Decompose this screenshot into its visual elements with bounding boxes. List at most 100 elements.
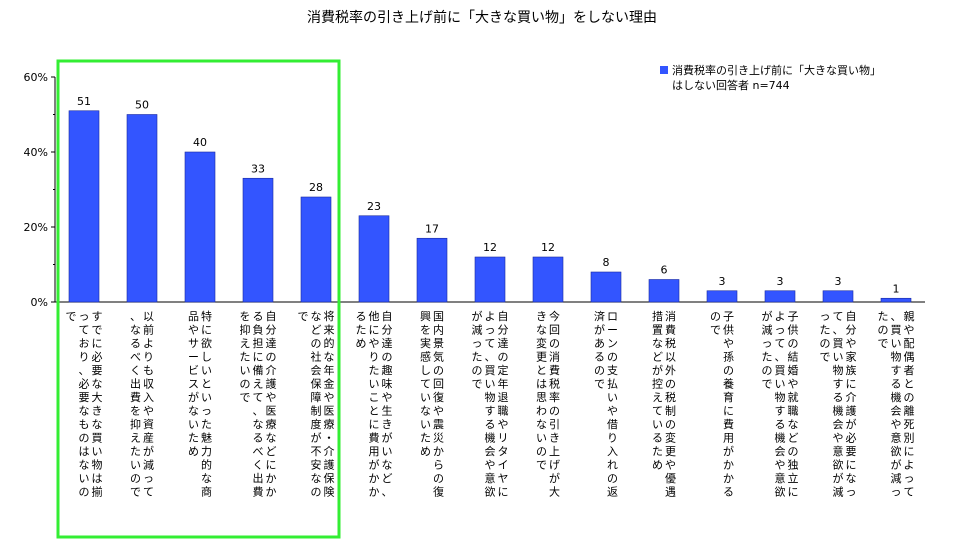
bar — [300, 196, 332, 303]
category-char: 分 — [382, 324, 393, 337]
category-char: 供 — [788, 323, 799, 337]
category-char: や — [266, 391, 277, 404]
category-char: 配 — [904, 337, 915, 350]
category-char: 大 — [549, 485, 560, 499]
category-char: の — [762, 364, 773, 377]
category-char: 立 — [788, 471, 799, 485]
category-char: 気 — [433, 350, 444, 364]
category-char: っ — [820, 310, 831, 323]
category-char: 他 — [369, 310, 380, 323]
category-char: で — [878, 337, 889, 350]
category-char: 更 — [665, 445, 676, 458]
category-char: え — [253, 378, 264, 391]
category-char: や — [433, 405, 444, 418]
category-char: で — [130, 486, 141, 499]
category-char: っ — [79, 310, 90, 323]
category-char: て — [652, 405, 663, 418]
category-char: か — [266, 472, 277, 485]
category-char: た — [369, 364, 380, 377]
category-char: の — [311, 486, 322, 499]
category-char: が — [846, 417, 857, 431]
value-label: 51 — [77, 95, 91, 108]
category-char: 遇 — [665, 486, 676, 499]
category-char: い — [201, 364, 212, 377]
category-char: 、 — [485, 351, 496, 364]
category-char: す — [833, 378, 844, 391]
category-char: の — [820, 337, 831, 350]
category-char: な — [92, 378, 103, 391]
category-char: 費 — [253, 485, 264, 499]
category-char: あ — [594, 337, 605, 350]
category-char: 制 — [665, 405, 676, 418]
category-char: や — [485, 459, 496, 472]
category-char: る — [891, 378, 902, 391]
category-char: 欲 — [891, 444, 902, 458]
legend-swatch — [660, 66, 668, 74]
y-tick-label: 20% — [24, 221, 48, 234]
category-char: な — [652, 337, 663, 350]
category-char: た — [420, 432, 431, 445]
category-char: に — [253, 351, 264, 364]
category-char: 結 — [788, 350, 799, 364]
category-char: え — [240, 337, 251, 350]
category-char: 控 — [652, 377, 663, 391]
bar — [184, 151, 216, 303]
bar — [532, 256, 564, 303]
value-label: 28 — [309, 181, 323, 194]
category-char: 生 — [382, 404, 393, 418]
category-char: 職 — [498, 405, 509, 418]
category-char: を — [130, 405, 141, 418]
category-char: が — [382, 431, 393, 445]
category-char: い — [607, 391, 618, 404]
category-char: と — [369, 405, 380, 418]
category-char: の — [665, 378, 676, 391]
category-char: る — [253, 432, 264, 445]
category-char: し — [420, 364, 431, 377]
category-char: 分 — [846, 324, 857, 337]
category-char: 災 — [433, 432, 444, 445]
category-char: 買 — [775, 364, 786, 377]
category-char: な — [266, 432, 277, 445]
category-char: 興 — [420, 310, 431, 323]
category-char: 借 — [607, 418, 618, 431]
bar — [706, 290, 738, 303]
category-char: 外 — [665, 364, 676, 377]
category-char: 就 — [788, 390, 799, 404]
category-char: 家 — [846, 350, 857, 364]
category-char: や — [143, 405, 154, 418]
category-char: の — [665, 418, 676, 431]
bar — [474, 256, 506, 303]
category-char: 払 — [607, 377, 618, 391]
category-char: に — [201, 324, 212, 337]
category-char: も — [143, 364, 154, 377]
category-char: 物 — [891, 350, 902, 364]
category-char: 退 — [498, 391, 509, 404]
category-char: い — [92, 445, 103, 458]
category-char: 抑 — [240, 323, 251, 337]
category-char: や — [833, 432, 844, 445]
category-char: 更 — [536, 351, 547, 364]
category-char: が — [472, 309, 483, 323]
category-char: 子 — [788, 310, 799, 323]
category-char: る — [775, 418, 786, 431]
category-char: は — [92, 472, 103, 485]
category-char: が — [833, 471, 844, 485]
category-char: の — [878, 324, 889, 337]
category-char: か — [369, 472, 380, 485]
category-char: く — [130, 364, 141, 377]
legend-label-line2: はしない回答者 n=744 — [672, 78, 790, 92]
category-char: っ — [891, 486, 902, 499]
category-char: 安 — [311, 458, 322, 472]
category-char: な — [382, 459, 393, 472]
category-char: を — [420, 324, 431, 337]
category-char: よ — [485, 310, 496, 323]
category-char: 税 — [549, 377, 560, 391]
category-char: の — [549, 405, 560, 418]
y-tick-label: 40% — [24, 146, 48, 159]
